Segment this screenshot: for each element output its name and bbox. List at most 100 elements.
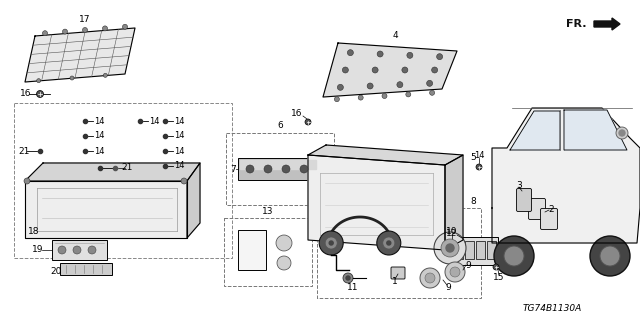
Circle shape xyxy=(63,29,67,34)
Text: 12: 12 xyxy=(446,228,458,237)
Circle shape xyxy=(36,91,44,98)
Circle shape xyxy=(427,80,433,86)
Text: 14: 14 xyxy=(93,116,104,125)
Circle shape xyxy=(36,79,41,83)
Circle shape xyxy=(246,165,254,173)
Bar xyxy=(317,208,481,298)
FancyBboxPatch shape xyxy=(541,209,557,229)
Circle shape xyxy=(431,67,438,73)
Circle shape xyxy=(372,67,378,73)
Circle shape xyxy=(616,127,628,139)
Circle shape xyxy=(383,237,395,249)
Circle shape xyxy=(402,67,408,73)
Text: 17: 17 xyxy=(79,15,91,25)
Circle shape xyxy=(358,95,364,100)
Circle shape xyxy=(445,262,465,282)
Circle shape xyxy=(504,246,524,266)
Circle shape xyxy=(282,165,290,173)
Text: 16: 16 xyxy=(20,90,32,99)
Text: 14: 14 xyxy=(93,147,104,156)
Bar xyxy=(450,237,498,265)
Text: 14: 14 xyxy=(148,116,159,125)
Circle shape xyxy=(425,273,435,283)
Polygon shape xyxy=(445,155,463,250)
Circle shape xyxy=(58,246,66,254)
Bar xyxy=(226,133,334,205)
Circle shape xyxy=(348,50,353,56)
Text: 14: 14 xyxy=(173,116,184,125)
Circle shape xyxy=(319,231,343,255)
Text: 15: 15 xyxy=(493,274,505,283)
Text: 13: 13 xyxy=(262,206,274,215)
Circle shape xyxy=(406,92,411,97)
Circle shape xyxy=(590,236,630,276)
Circle shape xyxy=(325,237,337,249)
Text: 8: 8 xyxy=(470,196,476,205)
Text: 14: 14 xyxy=(474,150,484,159)
Circle shape xyxy=(73,246,81,254)
Polygon shape xyxy=(564,110,627,150)
Circle shape xyxy=(102,26,108,31)
Circle shape xyxy=(264,165,272,173)
Polygon shape xyxy=(492,108,640,243)
Circle shape xyxy=(70,76,74,80)
Circle shape xyxy=(441,239,459,257)
Text: 19: 19 xyxy=(32,245,44,254)
Circle shape xyxy=(329,241,333,245)
Circle shape xyxy=(367,83,373,89)
Circle shape xyxy=(377,231,401,255)
Polygon shape xyxy=(25,181,187,238)
Circle shape xyxy=(382,93,387,99)
Text: 14: 14 xyxy=(173,132,184,140)
Bar xyxy=(14,103,232,258)
Text: 6: 6 xyxy=(277,122,283,131)
Polygon shape xyxy=(25,163,200,181)
Text: 1: 1 xyxy=(392,277,398,286)
Text: 18: 18 xyxy=(28,228,40,236)
Bar xyxy=(238,158,318,180)
Circle shape xyxy=(387,241,391,245)
Polygon shape xyxy=(240,160,316,169)
Circle shape xyxy=(334,97,339,102)
Circle shape xyxy=(42,31,47,36)
Polygon shape xyxy=(25,28,135,82)
Circle shape xyxy=(181,178,187,184)
Circle shape xyxy=(436,54,443,60)
Circle shape xyxy=(342,67,348,73)
Circle shape xyxy=(277,256,291,270)
Circle shape xyxy=(600,246,620,266)
Text: FR.: FR. xyxy=(566,19,586,29)
Circle shape xyxy=(493,264,499,270)
Circle shape xyxy=(103,73,108,77)
Text: 4: 4 xyxy=(392,30,398,39)
FancyBboxPatch shape xyxy=(529,198,545,220)
FancyBboxPatch shape xyxy=(391,267,405,279)
Circle shape xyxy=(407,52,413,58)
Bar xyxy=(60,263,112,275)
Circle shape xyxy=(88,246,96,254)
Text: 3: 3 xyxy=(516,180,522,189)
Text: 14: 14 xyxy=(173,162,184,171)
Text: 10: 10 xyxy=(446,228,458,236)
Text: 21: 21 xyxy=(122,164,132,172)
Circle shape xyxy=(305,119,311,125)
Circle shape xyxy=(429,90,435,95)
Polygon shape xyxy=(594,18,620,30)
Polygon shape xyxy=(187,163,200,238)
Text: 7: 7 xyxy=(230,164,236,173)
Circle shape xyxy=(343,273,353,283)
Polygon shape xyxy=(308,145,463,165)
Polygon shape xyxy=(323,43,457,97)
Bar xyxy=(224,218,312,286)
Text: 11: 11 xyxy=(348,283,359,292)
Circle shape xyxy=(450,267,460,277)
Text: 16: 16 xyxy=(291,108,303,117)
Circle shape xyxy=(476,164,482,170)
Circle shape xyxy=(337,84,344,90)
Text: 20: 20 xyxy=(51,268,61,276)
Circle shape xyxy=(346,276,350,280)
Bar xyxy=(487,241,496,259)
Circle shape xyxy=(300,165,308,173)
Circle shape xyxy=(434,232,466,264)
Circle shape xyxy=(619,130,625,136)
